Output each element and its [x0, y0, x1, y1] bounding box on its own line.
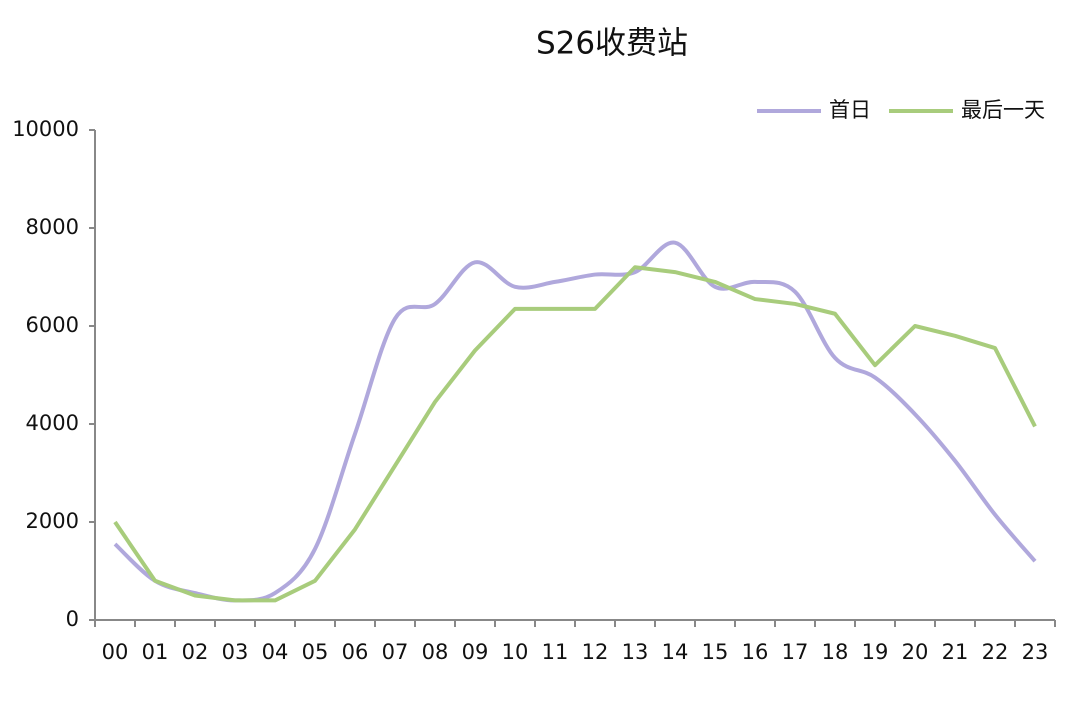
x-tick-label: 11: [542, 640, 569, 664]
legend-label: 最后一天: [961, 98, 1045, 122]
x-tick-label: 14: [662, 640, 689, 664]
y-tick-label: 0: [66, 607, 79, 631]
x-tick-label: 09: [462, 640, 489, 664]
x-tick-label: 18: [822, 640, 849, 664]
chart-title: S26收费站: [536, 26, 688, 62]
legend-label: 首日: [829, 98, 871, 122]
y-tick-label: 8000: [26, 215, 79, 239]
x-tick-label: 12: [582, 640, 609, 664]
y-tick-label: 2000: [26, 509, 79, 533]
x-tick-label: 15: [702, 640, 729, 664]
y-tick-label: 4000: [26, 411, 79, 435]
x-tick-label: 07: [382, 640, 409, 664]
x-tick-label: 10: [502, 640, 529, 664]
x-tick-label: 23: [1022, 640, 1049, 664]
x-tick-label: 16: [742, 640, 769, 664]
series-line: [113, 240, 1037, 603]
x-tick-label: 05: [302, 640, 329, 664]
x-tick-label: 03: [222, 640, 249, 664]
x-tick-label: 22: [982, 640, 1009, 664]
x-tick-label: 17: [782, 640, 809, 664]
x-tick-label: 02: [182, 640, 209, 664]
x-tick-label: 06: [342, 640, 369, 664]
x-tick-label: 04: [262, 640, 289, 664]
x-tick-label: 00: [102, 640, 129, 664]
x-tick-label: 01: [142, 640, 169, 664]
x-tick-label: 08: [422, 640, 449, 664]
x-tick-label: 20: [902, 640, 929, 664]
x-tick-label: 13: [622, 640, 649, 664]
y-tick-label: 6000: [26, 313, 79, 337]
x-tick-label: 19: [862, 640, 889, 664]
series-line: [113, 265, 1037, 603]
x-tick-label: 21: [942, 640, 969, 664]
y-tick-label: 10000: [12, 117, 79, 141]
